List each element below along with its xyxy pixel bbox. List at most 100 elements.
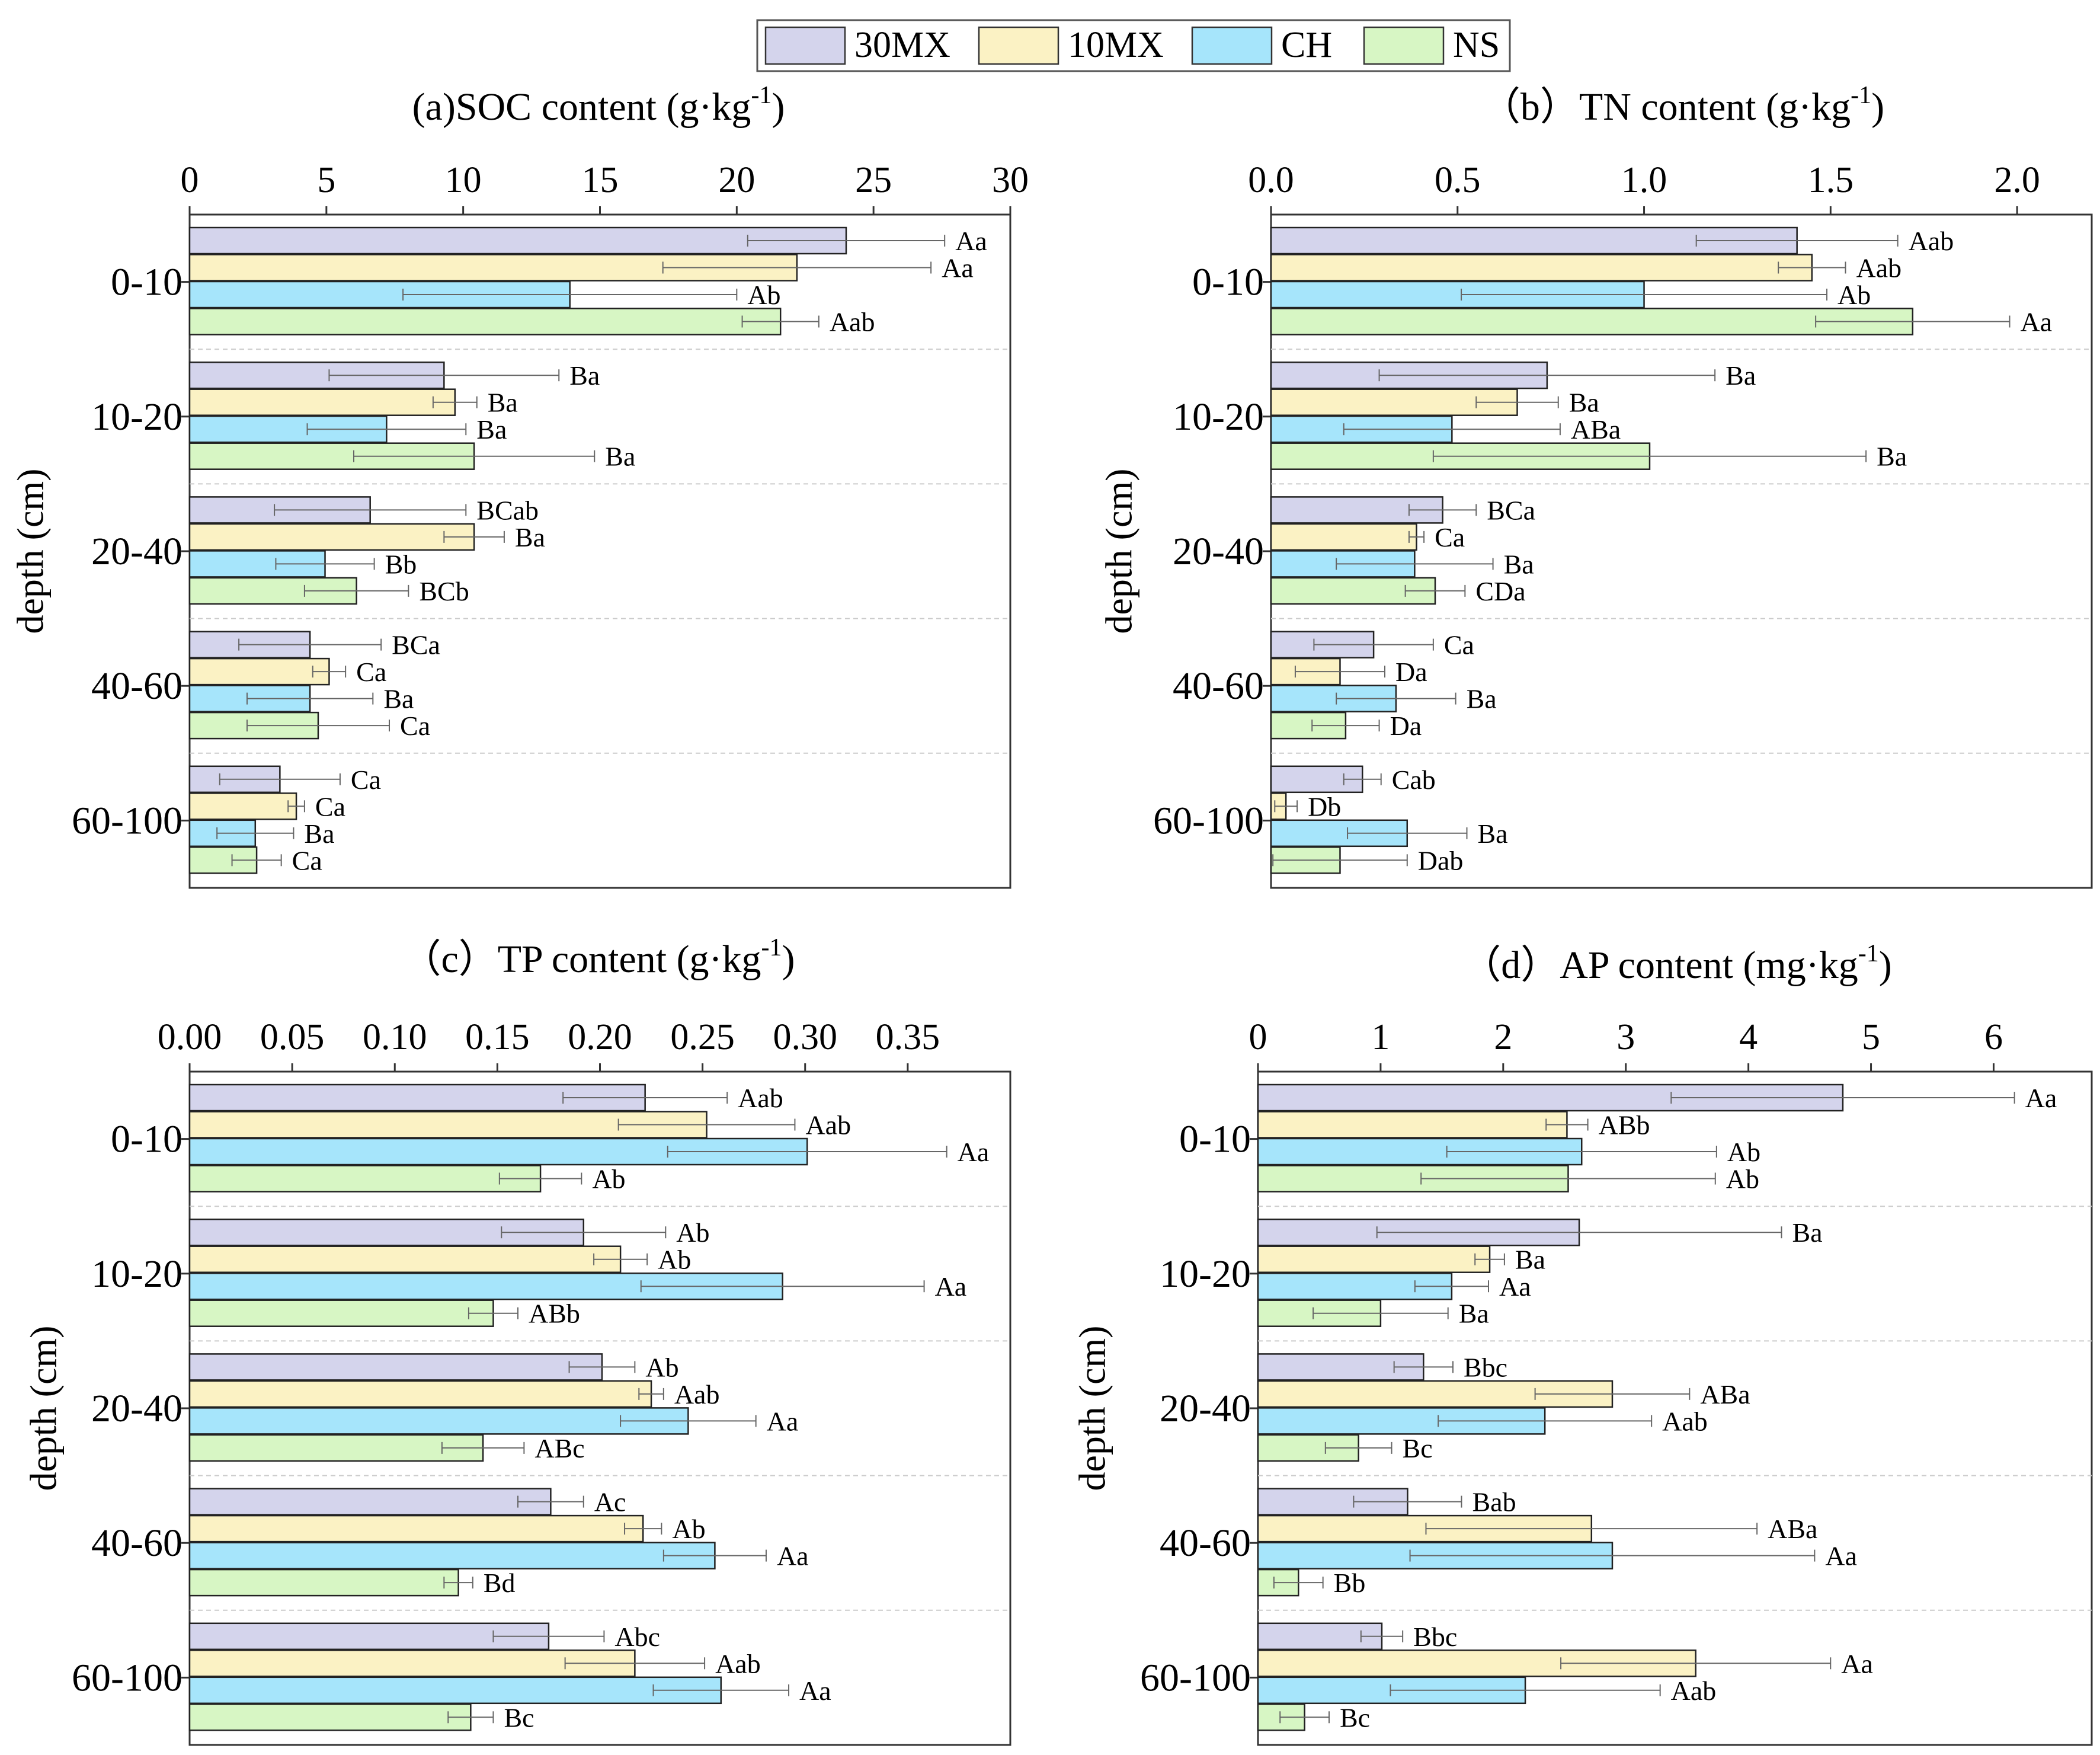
category-label: 0-10 (1192, 261, 1264, 304)
significance-label: ABb (529, 1299, 580, 1329)
bar-30mx (188, 1083, 646, 1112)
category-label: 20-40 (91, 530, 183, 573)
significance-label: Ba (488, 388, 518, 418)
bar-10mx (188, 1245, 622, 1273)
bar-10mx (188, 657, 330, 686)
significance-label: Da (1395, 657, 1427, 687)
significance-label: BCb (419, 576, 469, 606)
x-tick-label: 10 (445, 160, 482, 200)
bar-10mx (188, 388, 456, 416)
title-text: (a)SOC content (g·kg (412, 85, 751, 129)
significance-label: Ab (1727, 1137, 1760, 1167)
y-axis-label: depth (cm) (23, 1326, 65, 1491)
category-label: 40-60 (91, 664, 183, 708)
chart-panel-tn: （b）TN content (g·kg-1) 0.0 0.5 1.0 1.5 2.0 dep… (1098, 82, 2093, 889)
x-tick-label: 0.5 (1435, 160, 1481, 200)
significance-label: BCa (392, 630, 440, 660)
title-end: ) (1879, 944, 1892, 987)
significance-label: Aa (777, 1541, 809, 1571)
bar-10mx (188, 523, 475, 551)
significance-label: Aa (942, 253, 974, 283)
bar-ns (188, 1703, 472, 1731)
title-text: （d）AP content (mg·kg (1462, 944, 1858, 987)
significance-label: Bc (1340, 1702, 1370, 1732)
significance-label: Ba (1569, 388, 1599, 418)
x-tick-label: 0.30 (773, 1017, 838, 1057)
chart-panel-soc: (a)SOC content (g·kg-1) 0 5 10 15 20 25 30 depth… (9, 82, 1029, 889)
chart-panel-tp: （c）TP content (g·kg-1) 0.00 0.05 0.10 0.15 0.… (23, 934, 1011, 1746)
bar-ch (188, 1542, 716, 1569)
legend-label-30mx: 30MX (854, 25, 950, 65)
y-axis-label: depth (cm) (1098, 469, 1140, 634)
x-tick-label: 1.0 (1621, 160, 1667, 200)
significance-label: Ba (383, 684, 414, 714)
chart-title: （c）TP content (g·kg-1) (402, 934, 795, 981)
category-label: 60-100 (72, 799, 183, 842)
title-superscript: -1 (1858, 940, 1879, 967)
category-label: 10-20 (1160, 1252, 1251, 1296)
significance-label: Ba (476, 414, 507, 445)
legend-swatch-ns (1363, 26, 1445, 65)
significance-label: Bbc (1413, 1622, 1457, 1652)
significance-label: Ca (356, 657, 386, 687)
chart-title: （b）TN content (g·kg-1) (1481, 82, 1884, 129)
bar-10mx (1270, 254, 1813, 282)
significance-label: Ba (1877, 442, 1907, 472)
significance-label: Aa (767, 1406, 799, 1436)
significance-label: Ba (1459, 1299, 1489, 1329)
x-tick-label: 0.10 (363, 1017, 427, 1057)
bar-10mx (1257, 1245, 1491, 1273)
significance-label: Ca (1444, 630, 1474, 660)
bar-ns (188, 1434, 484, 1462)
category-label: 60-100 (1140, 1656, 1251, 1699)
significance-label: Bc (1403, 1433, 1433, 1463)
significance-label: Da (1390, 711, 1422, 741)
significance-label: ABa (1768, 1514, 1817, 1544)
category-label: 20-40 (1160, 1387, 1251, 1430)
category-label: 0-10 (111, 1118, 183, 1161)
x-tick-label: 0.05 (260, 1017, 325, 1057)
significance-label: Ba (1515, 1245, 1545, 1275)
significance-label: Ab (592, 1164, 625, 1194)
significance-label: Dab (1418, 845, 1464, 875)
title-text: （b）TN content (g·kg (1481, 85, 1851, 129)
significance-label: Aab (805, 1110, 851, 1140)
significance-label: Bb (385, 549, 417, 579)
significance-label: Bd (484, 1568, 516, 1598)
bar-ns (188, 1165, 542, 1193)
bar-ns (188, 1568, 459, 1597)
significance-label: Aab (715, 1648, 761, 1679)
x-tick-label: 2.0 (1994, 160, 2040, 200)
significance-label: Ba (515, 522, 545, 552)
bar-10mx (188, 792, 297, 820)
bar-ch (188, 1407, 689, 1435)
x-tick-label: 2 (1494, 1017, 1512, 1057)
title-superscript: -1 (1851, 82, 1871, 109)
bar-ns (188, 308, 782, 335)
x-tick-label: 0 (1249, 1017, 1267, 1057)
bar-ch (188, 1676, 722, 1705)
significance-label: Ba (1504, 549, 1534, 579)
significance-label: Ab (1837, 280, 1871, 310)
category-label: 20-40 (91, 1387, 183, 1430)
legend-label-ns: NS (1453, 25, 1500, 65)
x-tick-label: 0.15 (465, 1017, 530, 1057)
significance-label: Aa (1841, 1648, 1873, 1679)
bar-30mx (188, 226, 847, 255)
bar-ns (188, 1299, 494, 1327)
legend: 30MX 10MX CH NS (756, 19, 1511, 72)
significance-label: ABa (1700, 1379, 1750, 1409)
x-tick-label: 0.20 (568, 1017, 632, 1057)
category-label: 20-40 (1173, 530, 1264, 573)
significance-label: Aa (958, 1137, 990, 1167)
bar-30mx (188, 1353, 603, 1381)
category-label: 0-10 (111, 261, 183, 304)
significance-label: Ba (1726, 360, 1756, 391)
x-tick-label: 6 (1984, 1017, 2003, 1057)
significance-label: Ca (400, 711, 430, 741)
bar-10mx (1257, 1111, 1568, 1139)
bar-10mx (188, 1380, 652, 1408)
significance-label: Ab (747, 280, 780, 310)
significance-label: Ab (645, 1352, 678, 1382)
bar-ns (1270, 308, 1914, 335)
